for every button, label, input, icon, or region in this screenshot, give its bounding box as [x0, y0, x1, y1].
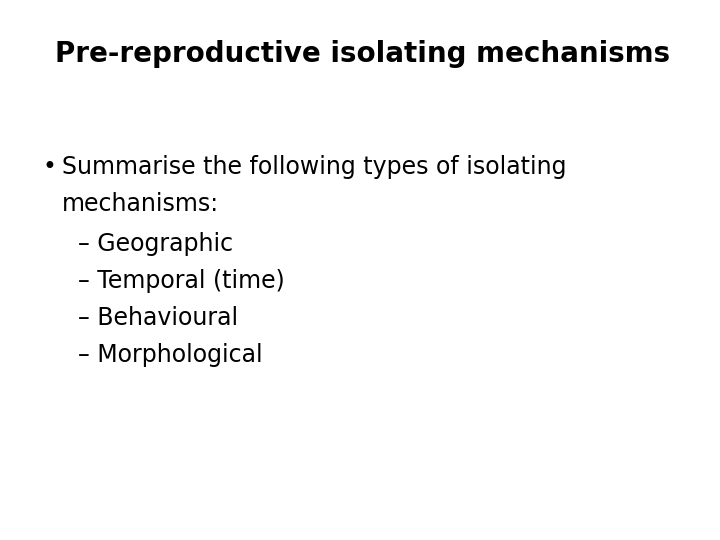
Text: – Morphological: – Morphological	[78, 343, 263, 367]
Text: Pre-reproductive isolating mechanisms: Pre-reproductive isolating mechanisms	[55, 40, 670, 68]
Text: •: •	[42, 155, 56, 179]
Text: Summarise the following types of isolating: Summarise the following types of isolati…	[62, 155, 567, 179]
Text: – Behavioural: – Behavioural	[78, 306, 238, 330]
Text: – Geographic: – Geographic	[78, 232, 233, 256]
Text: – Temporal (time): – Temporal (time)	[78, 269, 284, 293]
Text: mechanisms:: mechanisms:	[62, 192, 219, 216]
